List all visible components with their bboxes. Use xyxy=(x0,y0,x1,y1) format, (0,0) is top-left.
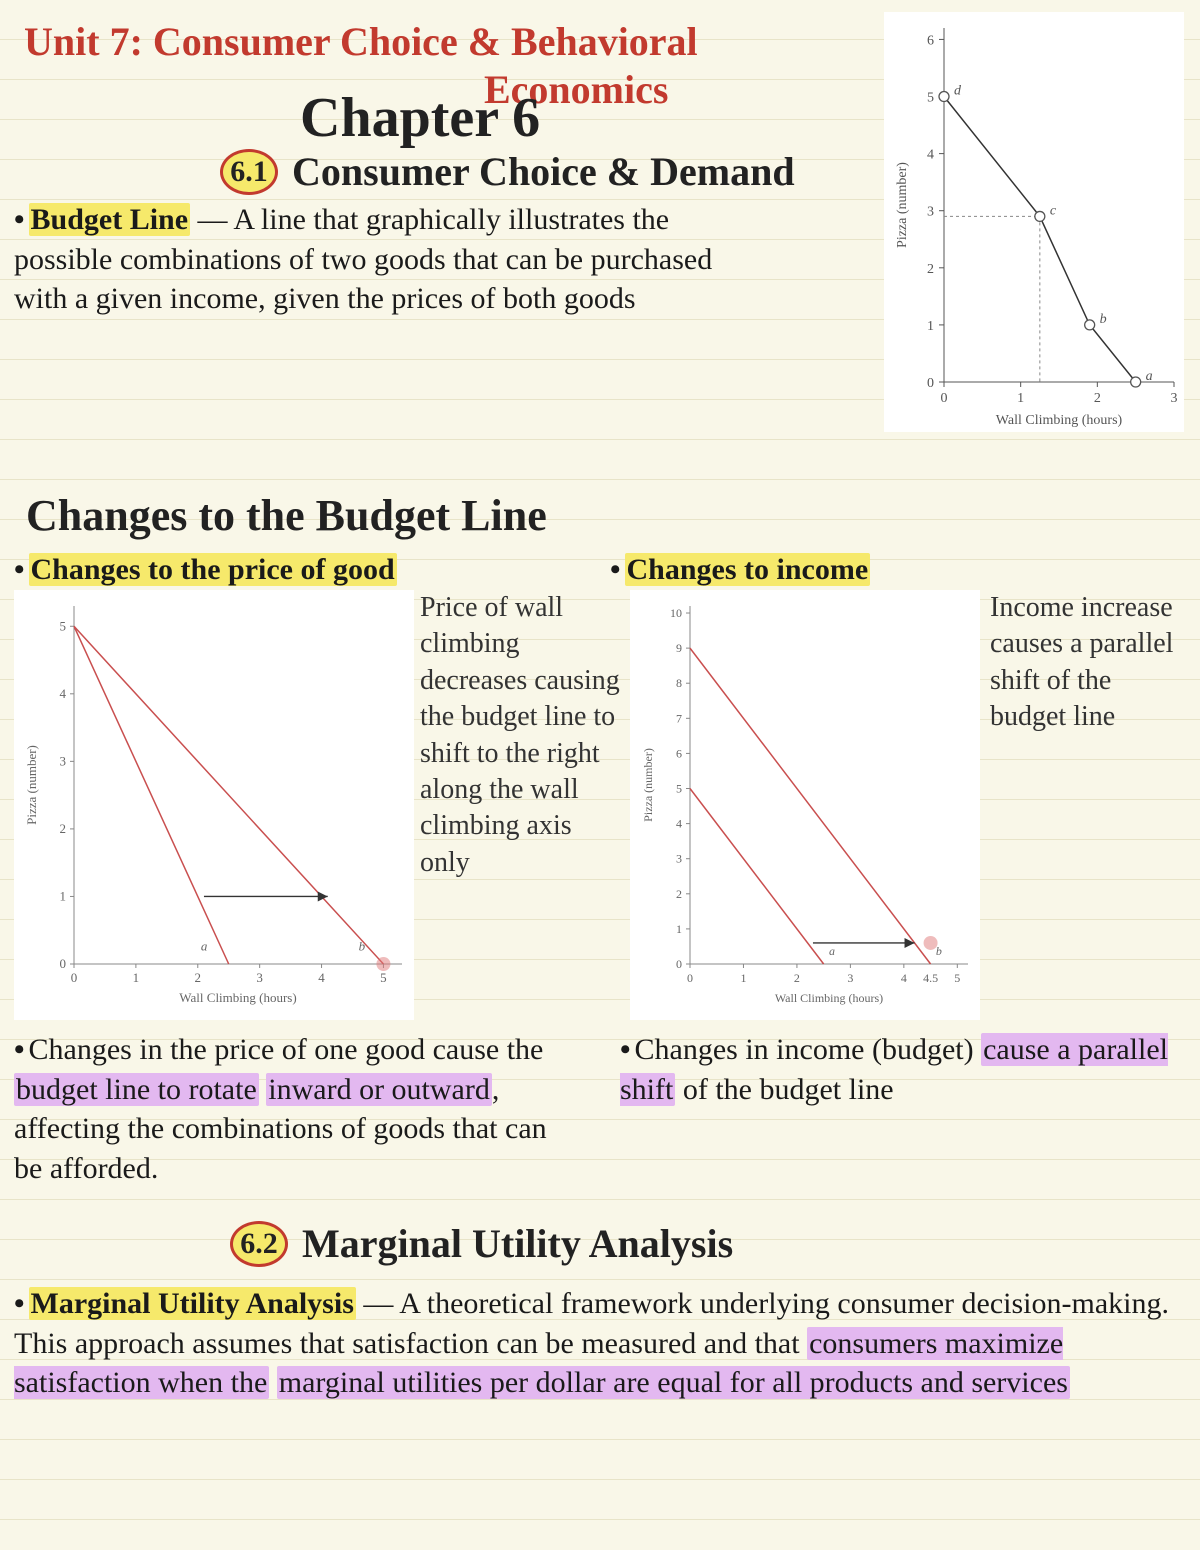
budget-line-term: Budget Line xyxy=(29,203,191,236)
svg-text:2: 2 xyxy=(60,821,67,836)
bullet-icon: • xyxy=(610,553,621,586)
bullet-icon: • xyxy=(14,1033,25,1066)
svg-text:10: 10 xyxy=(670,606,682,620)
bullet-icon: • xyxy=(14,1287,25,1320)
svg-text:0: 0 xyxy=(60,956,67,971)
svg-text:2: 2 xyxy=(927,262,934,277)
svg-text:3: 3 xyxy=(1171,391,1178,406)
svg-text:b: b xyxy=(1100,312,1107,327)
svg-text:1: 1 xyxy=(60,888,67,903)
svg-text:2: 2 xyxy=(1094,391,1101,406)
svg-text:5: 5 xyxy=(60,618,67,633)
svg-text:Pizza (number): Pizza (number) xyxy=(24,745,39,825)
marginal-utility-definition: •Marginal Utility Analysis — A theoretic… xyxy=(14,1284,1184,1403)
summary-price: •Changes in the price of one good cause … xyxy=(14,1030,574,1188)
svg-text:0: 0 xyxy=(676,957,682,971)
svg-text:5: 5 xyxy=(954,971,960,985)
svg-text:5: 5 xyxy=(676,782,682,796)
svg-text:1: 1 xyxy=(1017,391,1024,406)
svg-text:0: 0 xyxy=(687,971,693,985)
svg-text:b: b xyxy=(936,944,942,958)
svg-text:a: a xyxy=(829,944,835,958)
chapter-heading: Chapter 6 xyxy=(300,86,540,150)
bullet-icon: • xyxy=(14,203,25,236)
svg-text:1: 1 xyxy=(676,922,682,936)
svg-text:3: 3 xyxy=(676,852,682,866)
svg-text:4.5: 4.5 xyxy=(923,971,938,985)
svg-text:3: 3 xyxy=(927,205,934,220)
svg-text:c: c xyxy=(1050,203,1057,218)
svg-text:Pizza (number): Pizza (number) xyxy=(641,748,655,822)
svg-text:0: 0 xyxy=(941,391,948,406)
mu-term: Marginal Utility Analysis xyxy=(29,1287,356,1320)
svg-text:4: 4 xyxy=(318,970,325,985)
svg-text:4: 4 xyxy=(901,971,907,985)
section-6-1-badge: 6.1 xyxy=(220,149,278,195)
svg-text:6: 6 xyxy=(927,33,934,48)
bullet-icon: • xyxy=(14,553,25,586)
bullet-icon: • xyxy=(620,1033,631,1066)
section-6-1-title: Consumer Choice & Demand xyxy=(292,148,795,195)
svg-text:4: 4 xyxy=(676,817,682,831)
svg-text:2: 2 xyxy=(676,887,682,901)
sub-heading-price-text: Changes to the price of good xyxy=(29,553,397,586)
sub-heading-income: •Changes to income xyxy=(610,550,870,590)
svg-text:Wall Climbing (hours): Wall Climbing (hours) xyxy=(775,991,883,1005)
svg-text:7: 7 xyxy=(676,711,682,725)
svg-text:a: a xyxy=(201,938,208,953)
svg-text:Wall Climbing (hours): Wall Climbing (hours) xyxy=(179,990,296,1005)
svg-text:2: 2 xyxy=(794,971,800,985)
unit-title-line1: Unit 7: Consumer Choice & Behavioral xyxy=(24,19,698,64)
svg-text:3: 3 xyxy=(60,753,67,768)
sub-heading-income-text: Changes to income xyxy=(625,553,871,586)
svg-text:0: 0 xyxy=(927,376,934,391)
svg-text:b: b xyxy=(359,938,366,953)
svg-text:1: 1 xyxy=(927,319,934,334)
svg-text:1: 1 xyxy=(133,970,140,985)
svg-text:8: 8 xyxy=(676,676,682,690)
budget-line-definition: •Budget Line — A line that graphically i… xyxy=(14,200,734,319)
note-income: Income increase causes a parallel shift … xyxy=(990,590,1190,736)
svg-text:9: 9 xyxy=(676,641,682,655)
section-6-2-row: 6.2 Marginal Utility Analysis xyxy=(230,1220,733,1267)
section-6-1-row: 6.1 Consumer Choice & Demand xyxy=(220,148,795,195)
svg-text:4: 4 xyxy=(927,148,934,163)
svg-text:d: d xyxy=(954,84,962,99)
section-6-2-badge: 6.2 xyxy=(230,1221,288,1267)
svg-text:2: 2 xyxy=(195,970,202,985)
svg-text:a: a xyxy=(1146,369,1153,384)
svg-text:5: 5 xyxy=(380,970,387,985)
svg-text:1: 1 xyxy=(740,971,746,985)
svg-text:5: 5 xyxy=(927,91,934,106)
changes-heading: Changes to the Budget Line xyxy=(26,490,547,541)
svg-text:Pizza (number): Pizza (number) xyxy=(895,162,910,248)
note-price: Price of wall climbing decreases causing… xyxy=(420,590,620,881)
budget-line-chart-income: 0 1 2 3 4 5 6 7 8 9 10 0 1 2 3 4 5 4.5 a b Wall Climbing (ho… xyxy=(630,590,980,1020)
svg-text:Wall Climbing (hours): Wall Climbing (hours) xyxy=(996,413,1123,428)
svg-text:3: 3 xyxy=(256,970,263,985)
budget-line-chart-top: 0 1 2 3 4 5 6 0 1 2 3 d c b a Wall Climbing (hours) Pizz… xyxy=(884,12,1184,432)
svg-text:3: 3 xyxy=(847,971,853,985)
svg-text:4: 4 xyxy=(60,686,67,701)
section-6-2-title: Marginal Utility Analysis xyxy=(302,1220,733,1267)
budget-line-chart-price: 0 1 2 3 4 5 0 1 2 3 4 5 a b Wall Climbing (hours) Pizza… xyxy=(14,590,414,1020)
sub-heading-price: •Changes to the price of good xyxy=(14,550,397,590)
svg-text:6: 6 xyxy=(676,746,682,760)
summary-income: •Changes in income (budget) cause a para… xyxy=(620,1030,1180,1109)
svg-text:0: 0 xyxy=(71,970,78,985)
